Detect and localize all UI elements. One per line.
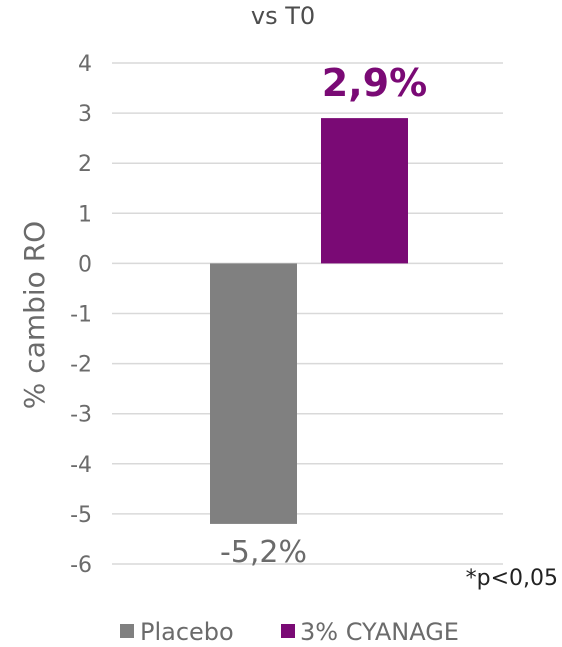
legend-swatch-cyanage xyxy=(281,624,295,638)
y-tick-label: -5 xyxy=(70,503,92,528)
chart-title: vs T0 xyxy=(251,2,315,30)
legend-label-cyanage: 3% CYANAGE xyxy=(300,618,459,646)
legend: Placebo 3% CYANAGE xyxy=(120,618,459,646)
y-tick-label: -1 xyxy=(70,303,92,328)
data-label-placebo: -5,2% xyxy=(220,535,307,570)
y-tick-label: 3 xyxy=(78,102,92,127)
significance-note: *p<0,05 xyxy=(466,566,558,591)
legend-label-placebo: Placebo xyxy=(140,618,234,646)
bars xyxy=(210,118,408,524)
y-axis-ticks: 4 3 2 1 0 -1 -2 -3 -4 -5 -6 xyxy=(70,52,92,578)
gridlines xyxy=(112,62,503,565)
y-tick-label: 1 xyxy=(78,202,92,227)
y-tick-label: -2 xyxy=(70,353,92,378)
y-axis-label: % cambio RO xyxy=(18,221,51,409)
bar-cyanage xyxy=(321,118,408,264)
y-tick-label: -4 xyxy=(70,453,92,478)
y-tick-label: 2 xyxy=(78,152,92,177)
bar-placebo xyxy=(210,263,297,524)
legend-swatch-placebo xyxy=(120,624,134,638)
data-label-cyanage: 2,9% xyxy=(322,61,427,105)
y-tick-label: 4 xyxy=(78,52,92,77)
y-tick-label: -3 xyxy=(70,403,92,428)
y-tick-label: -6 xyxy=(70,553,92,578)
y-tick-label: 0 xyxy=(78,252,92,277)
